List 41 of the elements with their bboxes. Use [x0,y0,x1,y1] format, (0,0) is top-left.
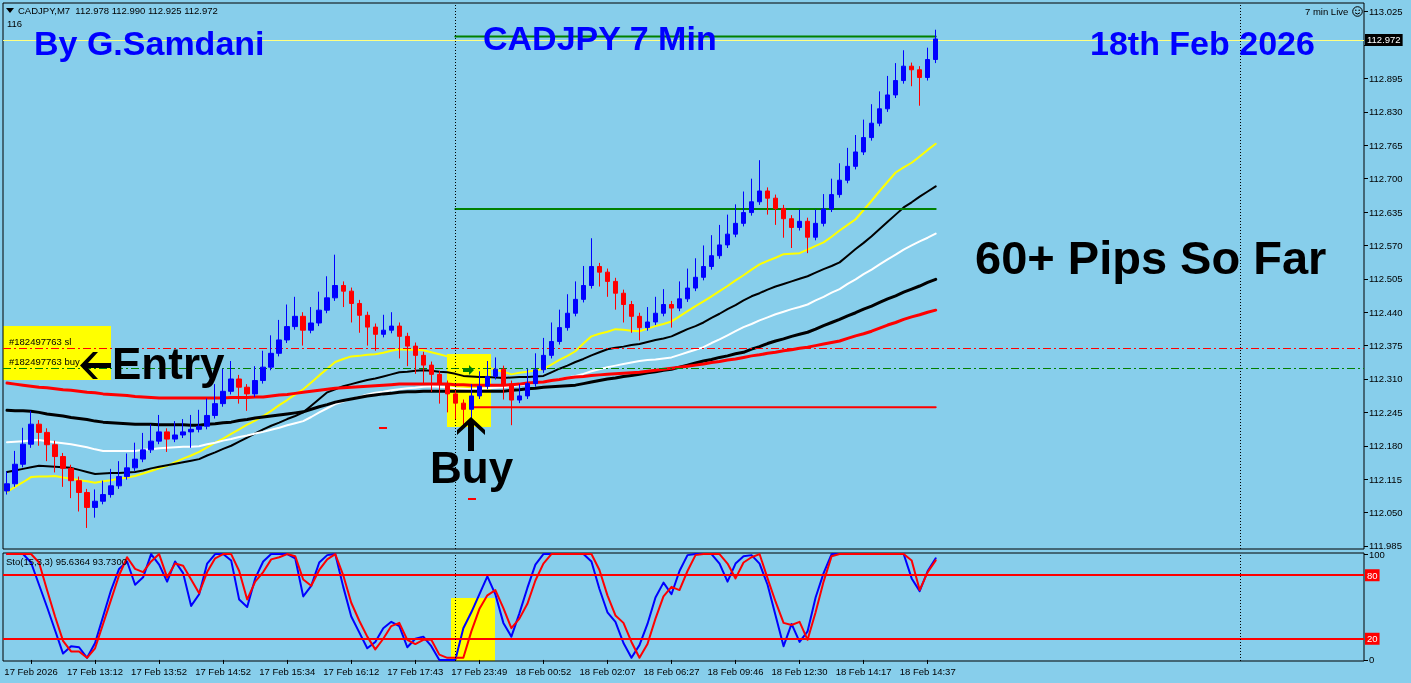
annotation: 60+ Pips So Far [975,231,1327,284]
y-tick-label: 113.025 [1369,6,1403,18]
y-tick-label: 112.440 [1369,306,1403,318]
x-tick-label: 18 Feb 14:37 [899,665,956,677]
x-tick-label: 17 Feb 23:49 [451,665,508,677]
x-tick-label: 17 Feb 13:12 [67,665,124,677]
y-tick-label: 112.375 [1369,340,1403,352]
y-tick-label: 112.245 [1369,406,1403,418]
y-tick-label: 112.895 [1369,73,1403,85]
x-tick-label: 17 Feb 15:34 [259,665,316,677]
x-tick-label: 18 Feb 06:27 [643,665,700,677]
x-tick-label: 17 Feb 17:43 [387,665,444,677]
y-tick-label: 112.765 [1369,139,1403,151]
y-tick-label: 112.050 [1369,507,1403,519]
y-tick-label: 112.635 [1369,206,1403,218]
y-tick-label: 112.180 [1369,440,1403,452]
ref-line-label: 20 [1367,633,1378,645]
y-tick-label: 112.310 [1369,373,1403,385]
x-tick-label: 18 Feb 09:46 [707,665,764,677]
y-tick-label: 0 [1369,654,1375,666]
annotation: 116 [7,18,23,29]
y-tick-label: 112.830 [1369,106,1403,118]
annotation: Buy [430,443,514,492]
x-tick-label: 17 Feb 14:52 [195,665,252,677]
x-tick-label: 17 Feb 13:52 [131,665,188,677]
y-tick-label: 112.505 [1369,273,1403,285]
x-tick-label: 18 Feb 00:52 [515,665,572,677]
y-tick-label: 112.115 [1369,473,1402,485]
y-tick-label: 112.570 [1369,239,1403,251]
annotation: 7 min Live [1305,6,1349,17]
x-tick-label: 17 Feb 16:12 [323,665,380,677]
x-tick-label: 17 Feb 2026 [4,665,58,677]
x-tick-label: 18 Feb 02:07 [579,665,636,677]
ref-line-label: 80 [1367,569,1378,581]
ref-line-label: 112.972 [1367,34,1401,46]
ref-line-label: #182497763 sl [9,335,72,347]
y-tick-label: 112.700 [1369,173,1403,185]
x-tick-label: 18 Feb 14:17 [835,665,892,677]
ref-line-label: #182497763 buy [9,356,81,368]
x-tick-label: 18 Feb 12:30 [771,665,828,677]
annotation: CADJPY,M7 112.978 112.990 112.925 112.972 [18,5,218,16]
